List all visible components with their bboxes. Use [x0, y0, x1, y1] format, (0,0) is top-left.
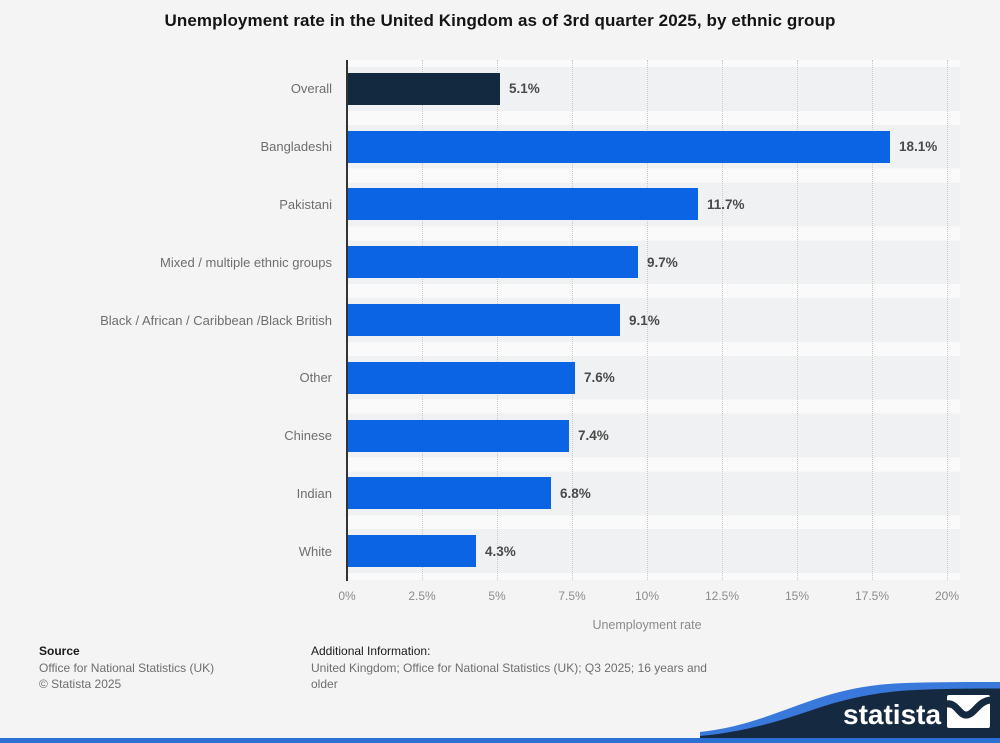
- x-tick-label: 12.5%: [704, 589, 740, 603]
- x-tick-label: 20%: [934, 589, 960, 603]
- value-label: 18.1%: [899, 139, 938, 155]
- row-plot: 4.3%: [347, 522, 960, 580]
- y-axis-line: [346, 60, 348, 581]
- bar[interactable]: [347, 72, 500, 105]
- row-plot: 11.7%: [347, 176, 960, 234]
- chart-row: Bangladeshi 18.1%: [0, 118, 960, 176]
- x-tick-label: 10%: [634, 589, 660, 603]
- chart-row: Chinese 7.4%: [0, 407, 960, 465]
- bar[interactable]: [347, 361, 575, 394]
- x-tick-label: 0%: [338, 589, 356, 603]
- gridline: [947, 60, 948, 580]
- chart-row: Other 7.6%: [0, 349, 960, 407]
- gridline: [647, 60, 648, 580]
- additional-info-text: United Kingdom; Office for National Stat…: [311, 660, 707, 692]
- x-tick-label: 5%: [488, 589, 506, 603]
- x-tick-label: 2.5%: [408, 589, 436, 603]
- bar[interactable]: [347, 304, 620, 337]
- chart-row: Mixed / multiple ethnic groups 9.7%: [0, 233, 960, 291]
- category-label: Mixed / multiple ethnic groups: [160, 254, 332, 270]
- x-tick-label: 15%: [784, 589, 810, 603]
- gridline: [722, 60, 723, 580]
- bar[interactable]: [347, 188, 698, 221]
- source-heading: Source: [39, 644, 80, 658]
- category-label: Indian: [296, 485, 332, 501]
- category-label: Overall: [290, 81, 332, 97]
- bar[interactable]: [347, 246, 638, 279]
- category-label: Black / African / Caribbean /Black Briti…: [100, 312, 332, 328]
- gridline: [872, 60, 873, 580]
- bar[interactable]: [347, 130, 890, 163]
- row-plot: 9.1%: [347, 291, 960, 349]
- chart-row: Pakistani 11.7%: [0, 176, 960, 234]
- chart-title: Unemployment rate in the United Kingdom …: [164, 11, 836, 30]
- category-label: Chinese: [284, 428, 332, 444]
- category-label: Other: [299, 370, 332, 386]
- chart-row: Indian 6.8%: [0, 464, 960, 522]
- badge-background: [700, 688, 1000, 738]
- bar[interactable]: [347, 477, 551, 510]
- value-label: 9.7%: [647, 254, 678, 270]
- row-plot: 9.7%: [347, 233, 960, 291]
- statista-wave-icon: [945, 695, 992, 728]
- gridline: [797, 60, 798, 580]
- value-label: 9.1%: [629, 312, 660, 328]
- category-label: Pakistani: [279, 196, 332, 212]
- x-axis-label: Unemployment rate: [592, 618, 702, 632]
- source-line: Office for National Statistics (UK): [39, 660, 215, 675]
- row-plot: 18.1%: [347, 118, 960, 176]
- x-tick-label: 17.5%: [854, 589, 890, 603]
- category-label: White: [298, 543, 332, 559]
- chart-row: White 4.3%: [0, 522, 960, 580]
- value-label: 5.1%: [509, 81, 540, 97]
- chart-row: Black / African / Caribbean /Black Briti…: [0, 291, 960, 349]
- statista-logo-text: statista: [843, 699, 941, 730]
- bar-chart: Overall 5.1% Bangladeshi 18.1% Pakistani 11.7…: [0, 60, 960, 581]
- value-label: 7.6%: [584, 370, 615, 386]
- additional-info-block: Additional Information: United Kingdom; …: [311, 643, 723, 693]
- additional-info-heading: Additional Information:: [311, 644, 431, 658]
- row-plot: 6.8%: [347, 464, 960, 522]
- bottom-accent-bar: [0, 738, 1000, 743]
- bar[interactable]: [347, 419, 569, 452]
- row-plot: 7.4%: [347, 407, 960, 465]
- category-label: Bangladeshi: [260, 139, 332, 155]
- x-tick-label: 7.5%: [558, 589, 586, 603]
- x-axis-ticks: 0% 2.5% 5% 7.5% 10% 12.5% 15% 17.5% 20%: [0, 589, 1000, 604]
- statista-logo-badge[interactable]: statista: [700, 675, 1000, 738]
- value-label: 11.7%: [707, 196, 745, 212]
- value-label: 4.3%: [485, 543, 516, 559]
- row-plot: 7.6%: [347, 349, 960, 407]
- source-block: Source Office for National Statistics (U…: [39, 643, 214, 693]
- copyright-line: © Statista 2025: [39, 677, 122, 691]
- bar-rows: Overall 5.1% Bangladeshi 18.1% Pakistani 11.7…: [0, 60, 960, 580]
- value-label: 6.8%: [560, 485, 591, 501]
- chart-row: Overall 5.1%: [0, 60, 960, 118]
- row-plot: 5.1%: [347, 60, 960, 118]
- bar[interactable]: [347, 535, 476, 568]
- value-label: 7.4%: [578, 428, 609, 444]
